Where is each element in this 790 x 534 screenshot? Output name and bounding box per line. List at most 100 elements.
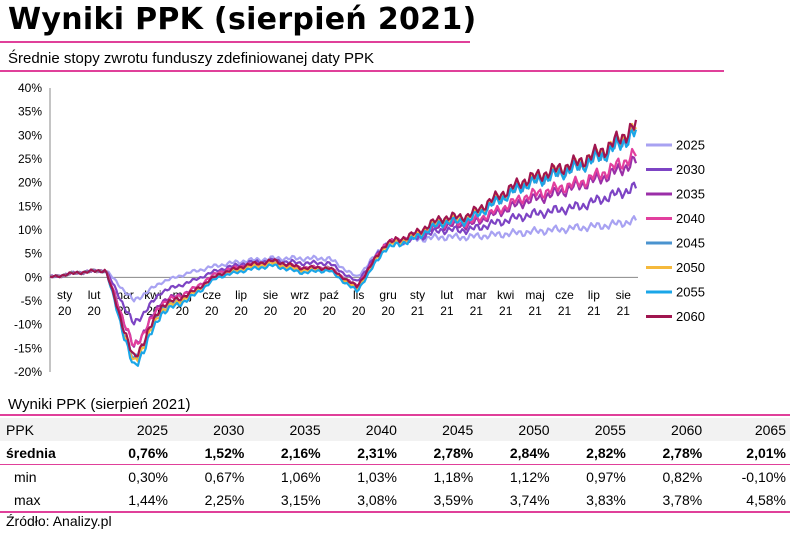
table-cell: 2,78% [400, 441, 478, 465]
x-tick-month: mar [466, 288, 487, 302]
table-cell: -0,10% [741, 468, 786, 485]
legend-label-2040: 2040 [676, 211, 705, 226]
source-note: Źródło: Analizy.pl [6, 513, 112, 529]
x-tick-month: lis [353, 288, 364, 302]
y-tick-label: 40% [18, 81, 42, 95]
series-line-2035 [49, 155, 638, 348]
series-line-2025 [49, 215, 637, 303]
table-cell: 1,44% [95, 488, 172, 513]
x-tick-year: 21 [558, 304, 572, 318]
table-top-rule [0, 414, 790, 416]
x-tick-year: 20 [352, 304, 366, 318]
header-cell: 2050 [477, 418, 554, 441]
x-tick-year: 21 [499, 304, 513, 318]
table-header-row: PPK 2025 2030 2035 2040 2045 2050 2055 2… [0, 418, 790, 441]
ppk-results-table: PPK 2025 2030 2035 2040 2045 2050 2055 2… [0, 418, 790, 513]
series-lines [49, 119, 638, 367]
x-tick-year: 20 [205, 304, 219, 318]
y-tick-label: 10% [18, 223, 42, 237]
legend-label-2030: 2030 [676, 162, 705, 177]
y-tick-label: -10% [14, 318, 42, 332]
y-tick-label: -20% [14, 365, 42, 379]
y-tick-label: -5% [21, 294, 43, 308]
x-tick-month: sty [410, 288, 425, 302]
header-cell: 2035 [248, 418, 325, 441]
table-cell: 0,82% [662, 468, 703, 485]
header-cell: 2030 [172, 418, 249, 441]
x-tick-year: 20 [293, 304, 307, 318]
table-cell: 0,30% [128, 468, 168, 485]
table-cell: 0,76% [95, 441, 172, 465]
legend-label-2025: 2025 [676, 138, 705, 153]
legend-label-2060: 2060 [676, 309, 705, 324]
table-cell: 1,03% [357, 468, 397, 485]
table-cell: 3,83% [553, 488, 630, 513]
series-line-2030 [49, 181, 638, 326]
y-tick-label: 15% [18, 199, 42, 213]
returns-line-chart: 40% 35% 30% 25% 20% 15% 10% 5% 0% -5% -10% -15% -20%… [14, 81, 705, 379]
x-tick-month: sie [263, 288, 279, 302]
y-tick-label: -15% [14, 341, 42, 355]
y-tick-label: 25% [18, 152, 42, 166]
subtitle-underline [0, 70, 724, 72]
legend-label-2055: 2055 [676, 285, 705, 300]
table-cell: 4,58% [706, 488, 790, 513]
x-tick-month: lut [88, 288, 101, 302]
x-tick-year: 21 [411, 304, 425, 318]
x-tick-month: lut [441, 288, 454, 302]
series-line-2050 [49, 122, 637, 363]
header-cell: 2025 [95, 418, 172, 441]
table-cell: 2,01% [706, 441, 790, 465]
table-cell: 3,74% [477, 488, 554, 513]
table-cell: 3,15% [248, 488, 325, 513]
y-axis: 40% 35% 30% 25% 20% 15% 10% 5% 0% -5% -10% -15% -20% [14, 81, 51, 379]
x-tick-month: paź [320, 288, 339, 302]
table-cell: 2,78% [629, 441, 707, 465]
series-line-2055 [49, 129, 638, 367]
series-line-2060 [49, 119, 638, 358]
title-underline [0, 41, 470, 43]
legend-label-2035: 2035 [676, 187, 705, 202]
x-tick-month: cze [202, 288, 221, 302]
row-label: max [0, 488, 96, 513]
legend-label-2045: 2045 [676, 236, 705, 251]
legend: 2025 2030 2035 2040 2045 2050 2055 2060 [646, 138, 705, 324]
x-tick-month: wrz [290, 288, 310, 302]
header-cell: 2055 [553, 418, 630, 441]
x-tick-year: 20 [234, 304, 248, 318]
table-cell: 2,25% [172, 488, 249, 513]
x-tick-year: 20 [264, 304, 278, 318]
chart-subtitle: Średnie stopy zwrotu funduszy zdefiniowa… [8, 50, 375, 67]
header-cell: 2045 [400, 418, 478, 441]
x-tick-month: kwi [497, 288, 514, 302]
table-cell: 1,12% [509, 468, 550, 485]
y-tick-label: 0% [25, 270, 43, 284]
table-row-average: średnia 0,76% 1,52% 2,16% 2,31% 2,78% 2,… [0, 441, 790, 465]
page-title: Wyniki PPK (sierpień 2021) [8, 2, 477, 37]
x-tick-year: 21 [470, 304, 484, 318]
table-cell: 0,97% [586, 468, 626, 485]
header-cell: 2040 [324, 418, 401, 441]
x-tick-year: 20 [381, 304, 395, 318]
x-tick-month: maj [525, 288, 544, 302]
x-tick-year: 20 [323, 304, 337, 318]
x-tick-year: 21 [617, 304, 631, 318]
legend-label-2050: 2050 [676, 260, 705, 275]
x-tick-month: sty [57, 288, 72, 302]
x-tick-month: sie [616, 288, 632, 302]
x-tick-year: 21 [528, 304, 542, 318]
x-tick-year: 20 [58, 304, 72, 318]
table-cell: 1,18% [433, 468, 474, 485]
series-line-2045 [49, 124, 637, 360]
table-cell: 1,06% [280, 468, 321, 485]
table-cell: 3,59% [400, 488, 478, 513]
table-row-min: min 0,30% 0,67% 1,06% 1,03% 1,18% 1,12% … [0, 465, 790, 489]
header-cell: PPK [0, 418, 96, 441]
x-tick-year: 21 [440, 304, 454, 318]
table-cell: 1,52% [172, 441, 249, 465]
x-tick-month: lip [588, 288, 600, 302]
table-cell: 2,82% [553, 441, 630, 465]
y-tick-label: 20% [18, 176, 42, 190]
table-row-max: max 1,44% 2,25% 3,15% 3,08% 3,59% 3,74% … [0, 488, 790, 513]
table-cell: 2,16% [248, 441, 325, 465]
